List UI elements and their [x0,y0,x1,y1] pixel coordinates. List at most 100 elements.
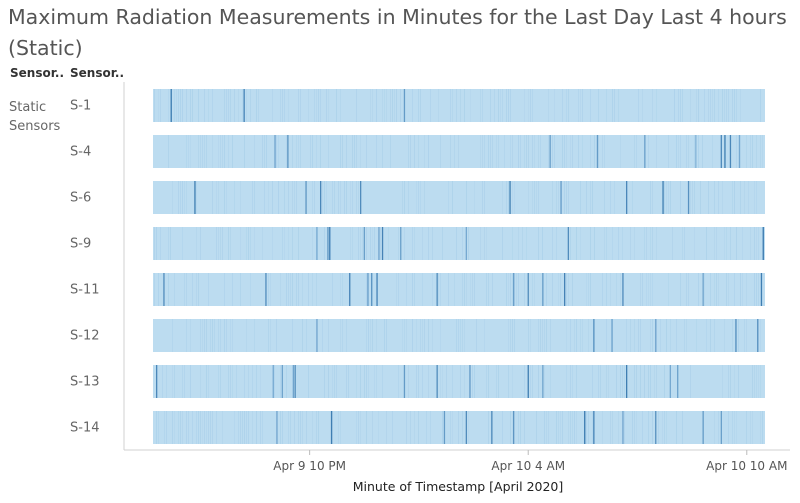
spike-mark[interactable] [274,135,276,168]
sensor-band-s-12[interactable] [153,319,765,352]
spike-mark[interactable] [687,181,690,214]
spike-mark[interactable] [611,319,613,352]
spike-mark[interactable] [363,227,365,260]
x-axis-ticks: Apr 9 10 PM Apr 10 4 AM Apr 10 10 AM [273,450,787,473]
spike-mark[interactable] [735,319,737,352]
sensor-band-s-1[interactable] [153,89,765,122]
spike-mark[interactable] [669,365,671,398]
spike-mark[interactable] [360,181,362,214]
spike-mark[interactable] [491,411,493,444]
spike-mark[interactable] [622,273,624,306]
spike-mark[interactable] [469,365,471,398]
spike-mark[interactable] [626,365,628,398]
spike-mark[interactable] [378,227,380,260]
sensor-group-header[interactable]: Sensor.. [10,66,65,80]
spike-mark[interactable] [170,89,172,122]
spike-mark[interactable] [287,135,289,168]
spike-mark[interactable] [593,411,595,444]
spike-mark[interactable] [349,273,351,306]
spike-mark[interactable] [720,135,722,168]
sensor-header[interactable]: Sensor.. [70,66,125,80]
spike-mark[interactable] [243,89,245,122]
spike-mark[interactable] [527,273,529,306]
sensor-band-s-6[interactable] [153,181,765,214]
spike-mark[interactable] [662,181,664,214]
spike-mark[interactable] [655,411,657,444]
sensor-band-s-11[interactable] [153,273,765,306]
spike-mark[interactable] [376,273,378,306]
spike-mark[interactable] [381,227,384,260]
spike-mark[interactable] [400,227,402,260]
row-label-s-11: S-11 [70,283,100,298]
sensor-band-s-9[interactable] [153,227,765,260]
spike-mark[interactable] [542,365,544,398]
spike-mark[interactable] [644,135,646,168]
spike-mark[interactable] [443,411,446,444]
spike-mark[interactable] [596,135,599,168]
spike-mark[interactable] [549,135,551,168]
spike-mark[interactable] [320,181,322,214]
spike-mark[interactable] [194,181,196,214]
spike-mark[interactable] [305,181,307,214]
spike-mark[interactable] [564,273,566,306]
spike-mark[interactable] [513,273,515,306]
band-texture [172,181,757,214]
row-label-s-12: S-12 [70,329,100,344]
spike-mark[interactable] [738,135,741,168]
spike-mark[interactable] [724,135,726,168]
spike-mark[interactable] [655,319,657,352]
spike-mark[interactable] [371,273,373,306]
spike-mark[interactable] [329,227,331,260]
spike-mark[interactable] [281,365,283,398]
spike-mark[interactable] [403,365,406,398]
group-label-line1: Static [9,100,46,115]
spike-mark[interactable] [330,411,333,444]
spike-mark[interactable] [702,273,704,306]
spike-mark[interactable] [465,411,467,444]
spike-mark[interactable] [757,319,759,352]
spike-mark[interactable] [327,227,329,260]
spike-mark[interactable] [560,181,562,214]
row-label-s-13: S-13 [70,375,100,390]
spike-mark[interactable] [513,411,515,444]
spike-mark[interactable] [527,365,529,398]
spike-mark[interactable] [316,227,318,260]
spike-mark[interactable] [720,411,722,444]
spike-mark[interactable] [265,273,267,306]
spike-mark[interactable] [436,273,438,306]
spike-mark[interactable] [702,411,704,444]
x-tick-label: Apr 9 10 PM [273,459,346,473]
spike-mark[interactable] [584,411,586,444]
sensor-bands [153,89,765,444]
spike-mark[interactable] [567,227,569,260]
spike-mark[interactable] [316,319,318,352]
spike-mark[interactable] [677,365,679,398]
group-label-line2: Sensors [9,119,61,134]
spike-mark[interactable] [156,365,158,398]
spike-mark[interactable] [163,273,165,306]
spike-mark[interactable] [626,181,628,214]
sensor-band-s-14[interactable] [153,411,765,444]
row-label-s-1: S-1 [70,99,91,114]
spike-mark[interactable] [403,89,406,122]
spike-mark[interactable] [465,227,467,260]
spike-mark[interactable] [593,319,595,352]
spike-mark[interactable] [509,181,511,214]
spike-mark[interactable] [760,273,763,306]
spike-mark[interactable] [276,411,278,444]
spike-mark[interactable] [367,273,369,306]
spike-mark[interactable] [272,365,274,398]
spike-mark[interactable] [294,365,296,398]
spike-mark[interactable] [762,227,764,260]
band-texture [154,273,759,306]
sensor-band-s-4[interactable] [153,135,765,168]
spike-mark[interactable] [622,411,624,444]
sensor-band-s-13[interactable] [153,365,765,398]
spike-marks [156,89,764,444]
spike-mark[interactable] [542,273,544,306]
spike-mark[interactable] [729,135,732,168]
spike-mark[interactable] [292,365,294,398]
spike-mark[interactable] [695,135,697,168]
spike-mark[interactable] [436,365,438,398]
